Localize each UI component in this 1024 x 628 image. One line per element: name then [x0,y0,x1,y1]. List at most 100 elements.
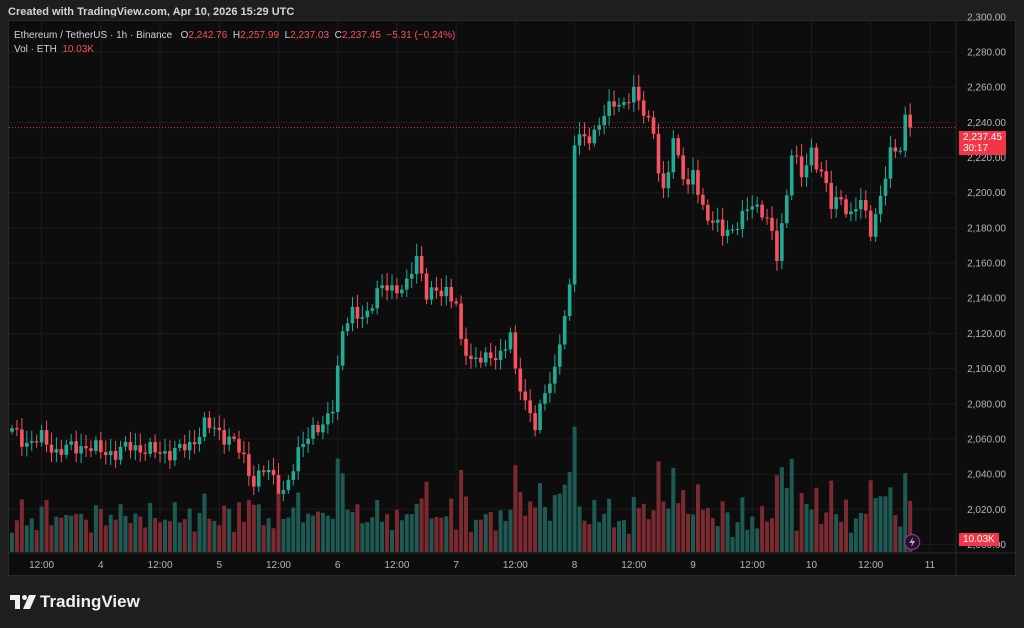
volume-bar [523,515,528,552]
candle-body [330,411,335,414]
bar-countdown: 30:17 [963,143,989,154]
candle-body [247,454,251,477]
tradingview-logo[interactable]: TradingView [10,592,140,612]
volume-bar [44,499,49,552]
volume-bar [607,498,612,552]
volume-bar [686,513,691,552]
volume-bar [232,531,237,552]
candle-body [538,403,542,431]
y-tick-label: 2,260.00 [967,83,1006,94]
candle-body [29,441,34,443]
volume-bar [34,530,39,552]
x-tick-label: 7 [453,560,459,571]
volume-bar [464,496,469,552]
candle-body [113,451,118,460]
volume-bar [592,500,597,552]
candle-body [321,424,325,433]
candle-body [592,129,597,144]
volume-bar [597,522,602,552]
low-value: 2,237.03 [290,30,330,41]
volume-bar [414,503,419,552]
open-value: 2,242.76 [188,30,228,41]
volume-bar [128,523,133,552]
candle-body [543,393,547,404]
x-tick-label: 12:00 [858,560,883,571]
candle-body [488,352,493,359]
candle-body [360,317,365,319]
candle-body [158,452,162,454]
volume-bar [483,514,488,552]
candle-body [553,366,557,384]
volume-bar [118,504,123,552]
candle-body [232,436,236,439]
candle-body [454,301,458,304]
volume-bar [355,504,360,552]
volume-bar [562,484,567,552]
candle-body [681,155,685,180]
candle-body [197,437,202,445]
candle-body [493,358,498,361]
volume-bar [153,518,158,552]
volume-bar [360,523,365,552]
candle-body [770,218,774,231]
volume-bar [577,506,582,552]
last-price: 2,237.45 [963,132,1002,143]
candle-body [202,417,207,438]
candle-body [513,332,518,369]
change-value: −5.31 (−0.24%) [386,30,456,41]
candle-body [405,278,409,290]
volume-bar [829,480,834,552]
candle-body [335,365,340,412]
volume-bar [291,507,296,552]
volume-bar [824,512,829,552]
volume-bar [784,487,789,552]
candle-body [557,344,562,367]
volume-bar [794,530,799,552]
candle-body [395,285,399,294]
candle-body [266,469,271,473]
volume-bar [459,469,464,552]
candle-body [207,417,212,428]
candle-body [636,86,641,101]
volume-bar [29,518,34,552]
candle-body [128,441,133,451]
volume-bar [602,513,607,552]
volume-bar [212,520,217,552]
volume-bar [385,514,390,552]
candle-body [765,217,769,219]
candle-body [775,230,779,261]
volume-bar [315,511,320,552]
candlestick-chart[interactable]: 2,000.002,020.002,040.002,060.002,080.00… [0,0,1024,580]
open-key: O [180,30,189,41]
candle-body [439,290,444,297]
candle-body [607,101,611,116]
volume-label: Vol · ETH [14,44,57,55]
candle-body [345,323,350,332]
candle-body [227,436,231,445]
candle-body [316,425,320,433]
volume-bar [681,490,686,552]
volume-bar [513,465,518,552]
candle-body [661,173,666,189]
candle-body [222,430,227,445]
volume-bar [19,499,24,552]
candle-body [676,138,681,156]
candle-body [794,155,799,157]
volume-bar [755,528,760,552]
volume-bar [103,525,108,552]
volume-bar [473,519,478,552]
volume-bar [93,505,98,552]
volume-bar [84,519,89,552]
volume-bar [750,516,755,552]
candle-body [449,287,454,302]
last-price-label: 2,237.45 30:17 [959,131,1006,155]
candle-body [686,179,690,185]
candle-body [587,136,592,144]
volume-bar [503,521,508,552]
candle-body [849,211,853,215]
volume-bar [641,503,646,552]
volume-bar [330,518,335,552]
symbol-title[interactable]: Ethereum / TetherUS · 1h · Binance [14,30,173,41]
volume-value: 10.03K [62,44,95,55]
candle-body [706,204,710,221]
